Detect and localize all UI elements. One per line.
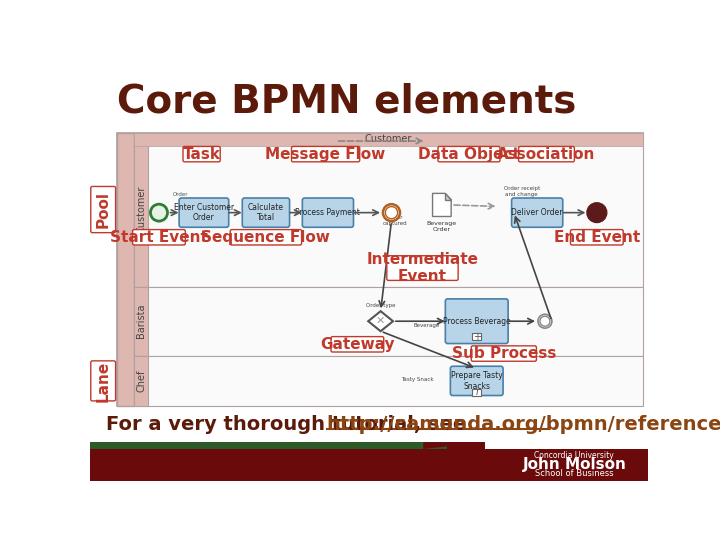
Circle shape bbox=[150, 204, 168, 221]
FancyBboxPatch shape bbox=[472, 333, 482, 340]
Text: Start Event: Start Event bbox=[110, 230, 208, 245]
Text: Process Beverage: Process Beverage bbox=[443, 316, 510, 326]
Polygon shape bbox=[423, 442, 485, 449]
FancyBboxPatch shape bbox=[134, 287, 148, 356]
Text: Beverage: Beverage bbox=[413, 323, 439, 328]
Polygon shape bbox=[446, 442, 485, 449]
Text: Process Payment: Process Payment bbox=[295, 208, 361, 217]
Text: Order receipt
and change: Order receipt and change bbox=[503, 186, 540, 197]
Text: End Event: End Event bbox=[554, 230, 640, 245]
Circle shape bbox=[383, 204, 400, 221]
Text: School of Business: School of Business bbox=[535, 469, 613, 478]
Text: Chef: Chef bbox=[136, 370, 146, 392]
FancyBboxPatch shape bbox=[472, 389, 482, 396]
FancyBboxPatch shape bbox=[331, 336, 384, 352]
FancyBboxPatch shape bbox=[570, 230, 624, 245]
Text: Gateway: Gateway bbox=[320, 337, 395, 352]
FancyBboxPatch shape bbox=[243, 198, 289, 227]
Text: Sub Process: Sub Process bbox=[451, 346, 556, 361]
Text: Sequence Flow: Sequence Flow bbox=[202, 230, 330, 245]
Text: Task: Task bbox=[183, 147, 220, 161]
Circle shape bbox=[538, 314, 552, 328]
FancyBboxPatch shape bbox=[91, 186, 116, 233]
Text: Association: Association bbox=[498, 147, 595, 161]
Text: Lane: Lane bbox=[96, 360, 111, 402]
Text: Core BPMN elements: Core BPMN elements bbox=[117, 83, 577, 121]
FancyBboxPatch shape bbox=[91, 361, 116, 401]
Polygon shape bbox=[433, 193, 451, 217]
FancyBboxPatch shape bbox=[451, 366, 503, 395]
Circle shape bbox=[588, 204, 606, 221]
Text: ✕: ✕ bbox=[376, 316, 385, 326]
Text: Intermediate
Event: Intermediate Event bbox=[366, 252, 479, 284]
FancyBboxPatch shape bbox=[292, 146, 360, 162]
FancyBboxPatch shape bbox=[134, 356, 642, 406]
Text: Barista: Barista bbox=[136, 304, 146, 339]
FancyBboxPatch shape bbox=[302, 198, 354, 227]
Text: Enter Customer
Order: Enter Customer Order bbox=[174, 203, 234, 222]
FancyBboxPatch shape bbox=[183, 146, 220, 162]
Text: For a very thorough tutorial, see: For a very thorough tutorial, see bbox=[106, 415, 472, 434]
Text: Concordia University: Concordia University bbox=[534, 451, 614, 460]
FancyBboxPatch shape bbox=[512, 198, 563, 227]
Bar bbox=[90, 449, 648, 481]
Bar bbox=[90, 442, 477, 449]
FancyBboxPatch shape bbox=[117, 132, 134, 406]
FancyBboxPatch shape bbox=[230, 230, 302, 245]
Text: Message Flow: Message Flow bbox=[266, 147, 386, 161]
FancyBboxPatch shape bbox=[134, 132, 642, 146]
Text: Calculate
Total: Calculate Total bbox=[248, 203, 284, 222]
Text: i: i bbox=[475, 387, 478, 397]
FancyBboxPatch shape bbox=[117, 132, 642, 406]
Text: John Molson: John Molson bbox=[523, 457, 626, 472]
Text: Customer: Customer bbox=[365, 134, 412, 145]
Text: Tasty Snack: Tasty Snack bbox=[402, 377, 434, 382]
Text: http://camunda.org/bpmn/reference/: http://camunda.org/bpmn/reference/ bbox=[327, 415, 720, 434]
FancyBboxPatch shape bbox=[132, 230, 185, 245]
Text: Data Object: Data Object bbox=[418, 147, 520, 161]
FancyBboxPatch shape bbox=[518, 146, 575, 162]
FancyBboxPatch shape bbox=[134, 132, 148, 287]
FancyBboxPatch shape bbox=[134, 132, 642, 287]
Text: Order type: Order type bbox=[366, 303, 395, 308]
Text: Beverage
Order: Beverage Order bbox=[427, 221, 457, 232]
Text: Customer: Customer bbox=[136, 186, 146, 233]
FancyBboxPatch shape bbox=[387, 256, 458, 280]
Polygon shape bbox=[368, 311, 393, 331]
FancyBboxPatch shape bbox=[446, 299, 508, 343]
Text: Pool: Pool bbox=[96, 191, 111, 228]
Polygon shape bbox=[445, 193, 451, 200]
FancyBboxPatch shape bbox=[472, 346, 536, 361]
FancyBboxPatch shape bbox=[438, 146, 500, 162]
Text: Deliver Order: Deliver Order bbox=[511, 208, 563, 217]
FancyBboxPatch shape bbox=[134, 356, 148, 406]
Text: Order
captured: Order captured bbox=[383, 215, 408, 226]
FancyBboxPatch shape bbox=[179, 198, 229, 227]
FancyBboxPatch shape bbox=[134, 287, 642, 356]
Text: Prepare Tasty
Snacks: Prepare Tasty Snacks bbox=[451, 371, 503, 390]
Text: Order: Order bbox=[173, 192, 189, 197]
Text: +: + bbox=[473, 332, 481, 342]
